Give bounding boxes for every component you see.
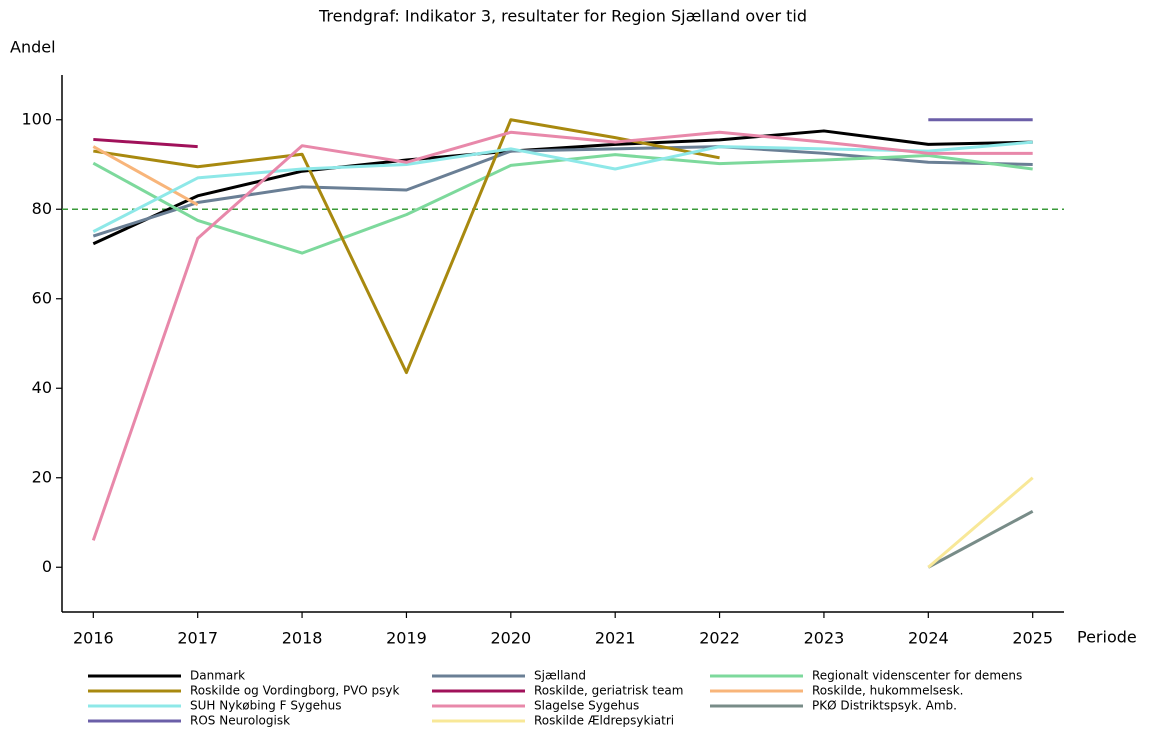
series-line <box>92 153 1033 255</box>
x-tick-label: 2018 <box>282 629 323 648</box>
legend-label: Roskilde, hukommelsesk. <box>812 684 963 698</box>
y-tick-label: 100 <box>21 109 52 128</box>
legend-label: Danmark <box>190 669 245 683</box>
series-line <box>93 118 720 375</box>
legend-label: Roskilde og Vordingborg, PVO psyk <box>190 684 400 698</box>
x-tick-label: 2022 <box>699 629 740 648</box>
series-line <box>92 129 1033 246</box>
legend-label: Roskilde Ældrepsykiatri <box>534 714 674 728</box>
y-tick-label: 80 <box>32 199 52 218</box>
series-line <box>92 140 1033 233</box>
chart-title: Trendgraf: Indikator 3, resultater for R… <box>318 7 807 26</box>
y-tick-label: 60 <box>32 288 52 307</box>
legend-label: PKØ Distriktspsyk. Amb. <box>812 699 957 713</box>
x-tick-label: 2025 <box>1012 629 1053 648</box>
y-axis-label: Andel <box>10 38 56 57</box>
legend-label: SUH Nykøbing F Sygehus <box>190 699 342 713</box>
series-line <box>91 130 1033 541</box>
y-tick-label: 0 <box>42 557 52 576</box>
x-tick-label: 2019 <box>386 629 427 648</box>
legend-label: Sjælland <box>534 669 586 683</box>
legend-label: ROS Neurologisk <box>190 714 290 728</box>
x-axis-label: Periode <box>1077 628 1137 647</box>
y-tick-label: 20 <box>32 467 52 486</box>
x-tick-label: 2023 <box>804 629 845 648</box>
x-tick-label: 2024 <box>908 629 949 648</box>
x-tick-label: 2016 <box>73 629 114 648</box>
x-tick-label: 2020 <box>490 629 531 648</box>
series-line <box>927 509 1034 569</box>
y-tick-label: 40 <box>32 378 52 397</box>
series-line <box>93 137 198 149</box>
x-tick-label: 2021 <box>595 629 636 648</box>
legend-label: Roskilde, geriatrisk team <box>534 684 683 698</box>
legend-label: Slagelse Sygehus <box>534 699 639 713</box>
x-tick-label: 2017 <box>177 629 218 648</box>
series-line <box>92 145 199 207</box>
legend-label: Regionalt videnscenter for demens <box>812 669 1022 683</box>
series-line <box>927 476 1034 569</box>
